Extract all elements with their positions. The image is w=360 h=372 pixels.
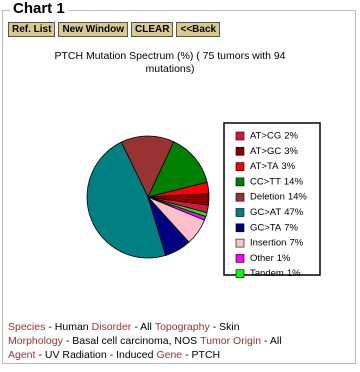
legend-swatch [235, 162, 245, 171]
field-label: Tumor Origin [200, 335, 262, 347]
legend-label: GC>TA [250, 222, 282, 233]
pie-slice [147, 196, 208, 217]
legend-swatch [235, 177, 245, 187]
field-label: Disorder [91, 321, 132, 333]
field-value: - All [134, 321, 152, 333]
legend-label: AT>CG [250, 131, 281, 142]
legend-swatch [235, 147, 245, 156]
field-value: - Basal cell carcinoma, NOS [65, 335, 198, 347]
legend-value: 1% [277, 253, 291, 264]
button[interactable]: CLEAR [131, 22, 174, 37]
legend-value: 14% [288, 192, 308, 203]
footer-line: Species - Human Disorder - All Topography - S… [8, 320, 285, 334]
legend-label: Insertion [250, 238, 286, 249]
legend-value: 3% [284, 146, 298, 157]
legend-swatch [235, 192, 245, 202]
pie-slice [86, 141, 167, 259]
legend-label: AT>GC [250, 146, 281, 157]
legend-value: 7% [284, 222, 298, 233]
fieldset [2, 10, 356, 364]
legend-swatch [235, 269, 245, 279]
field-value: - Skin [212, 321, 240, 333]
section-title: Chart 1 [10, 0, 68, 17]
button-bar: Ref. List New Window CLEAR <<Back [8, 22, 221, 37]
footer-line: Agent - UV Radiation - Induced Gene - PTCH [8, 348, 285, 362]
legend-value: 14% [284, 176, 304, 187]
field-value: - Human [48, 321, 89, 333]
legend-label: Tandem [250, 268, 284, 279]
legend-value: 3% [281, 161, 295, 172]
button[interactable]: New Window [58, 22, 129, 37]
field-label: Gene [156, 349, 183, 361]
footer-line: Morphology - Basal cell carcinoma, NOS Tum… [8, 334, 285, 348]
field-value: - PTCH [185, 349, 221, 361]
footer: Species - Human Disorder - All Topography - S… [8, 320, 285, 362]
legend-swatch [235, 254, 245, 263]
legend-swatch [235, 238, 245, 248]
legend-label: CC>TT [250, 176, 281, 187]
legend-value: 1% [287, 268, 301, 279]
button[interactable]: Ref. List [8, 22, 56, 37]
field-label: Morphology [8, 335, 63, 347]
legend-swatch [235, 208, 245, 217]
legend-value: 2% [284, 131, 298, 142]
legend-label: GC>AT [250, 207, 281, 218]
field-value: - UV Radiation - Induced [38, 349, 154, 361]
chart-title: PTCH Mutation Spectrum (%) ( 75 tumors w… [54, 50, 286, 75]
pie-slice [120, 135, 175, 198]
legend-swatch [235, 131, 245, 141]
field-label: Agent [8, 349, 36, 361]
legend-label: Other [250, 253, 274, 264]
field-label: Topography [154, 321, 210, 333]
field-label: Species [8, 321, 46, 333]
legend-label: Deletion [250, 192, 285, 203]
legend-value: 47% [284, 207, 304, 218]
button[interactable]: <<Back [176, 22, 221, 37]
field-value: - All [264, 335, 282, 347]
legend-label: AT>TA [250, 161, 279, 172]
pie-slice [147, 141, 208, 198]
legend-swatch [235, 223, 245, 233]
legend-value: 7% [289, 238, 303, 249]
